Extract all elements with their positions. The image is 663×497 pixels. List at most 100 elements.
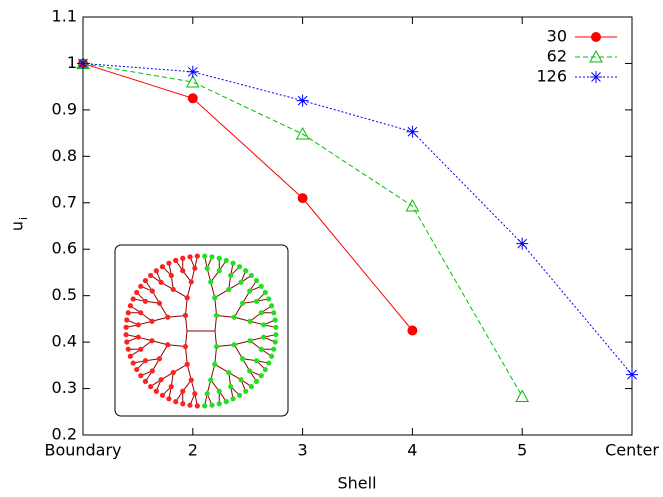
tree-node: [135, 322, 141, 328]
legend-label: 62: [547, 47, 567, 66]
tree-edge: [167, 314, 186, 318]
tree-node: [184, 361, 190, 367]
tree-edge: [186, 281, 192, 298]
tree-node: [134, 289, 140, 296]
tree-edge: [234, 340, 251, 346]
tree-node: [125, 346, 131, 352]
tree-node: [187, 254, 193, 260]
tree-node: [228, 383, 234, 390]
y-tick-label: 0.5: [52, 285, 77, 304]
tree-node: [165, 342, 171, 348]
x-axis-label: Shell: [337, 474, 376, 493]
tree-node: [253, 278, 260, 284]
y-tick-label: 0.7: [52, 192, 77, 211]
tree-node: [253, 298, 260, 304]
series-line: [82, 62, 633, 375]
tree-node: [258, 346, 264, 352]
tree-node: [239, 356, 246, 362]
tree-edge: [233, 302, 244, 318]
tree-node: [135, 334, 141, 340]
tree-node: [166, 260, 172, 266]
tree-node: [138, 373, 144, 379]
tree-node: [269, 303, 275, 309]
tree-node: [182, 343, 189, 350]
tree-node: [158, 279, 164, 285]
tree-node: [182, 312, 189, 319]
point: [405, 198, 420, 212]
legend-label: 126: [536, 67, 567, 86]
legend-label: 30: [547, 27, 567, 46]
tree-node: [209, 402, 215, 408]
point: [186, 65, 199, 78]
tree-node: [153, 388, 159, 394]
tree-edge: [151, 340, 168, 346]
tree-node: [231, 314, 237, 320]
x-tick-label: Boundary: [44, 441, 121, 460]
tree-node: [142, 358, 149, 364]
y-tick-label: 0.3: [52, 378, 77, 397]
plot-frame: [82, 16, 633, 436]
x-tick-label: 5: [517, 441, 527, 460]
tree-node: [142, 278, 149, 284]
tree-node: [273, 332, 279, 338]
y-axis-label: u i: [8, 217, 31, 231]
tree-node: [216, 388, 222, 394]
tree-node: [216, 401, 222, 407]
tree-node: [188, 279, 194, 285]
tree-node: [272, 317, 278, 323]
tree-node: [168, 272, 174, 279]
tree-node: [130, 360, 136, 366]
tree-node: [188, 377, 194, 383]
tree-node: [223, 257, 229, 263]
tree-edge: [214, 288, 230, 299]
tree-edge: [216, 344, 235, 348]
point: [297, 193, 308, 204]
tree-node: [261, 334, 267, 340]
tree-node: [156, 356, 163, 362]
tree-node: [159, 392, 166, 398]
tree-node: [238, 377, 244, 383]
tree-node: [226, 286, 232, 293]
tree-node: [124, 317, 130, 323]
tree-node: [173, 399, 179, 405]
x-tick-label: 3: [298, 441, 308, 460]
tree-node: [208, 279, 214, 285]
tree-edge: [233, 344, 244, 360]
tree-node: [223, 399, 229, 405]
tree-edge: [172, 363, 188, 374]
tree-edge: [151, 316, 168, 322]
tree-node: [194, 253, 200, 259]
tree-node: [187, 402, 193, 408]
tree-node: [262, 289, 268, 296]
tree-edge: [210, 364, 216, 381]
tree-node: [202, 253, 208, 259]
tree-node: [192, 391, 198, 397]
tree-edge: [158, 344, 169, 360]
tree-node: [208, 377, 214, 383]
tree-node: [130, 296, 136, 302]
tree-node: [142, 378, 149, 384]
point: [589, 49, 603, 63]
tree-node: [213, 312, 220, 319]
tree-node: [125, 310, 131, 316]
x-tick-label: 4: [407, 441, 417, 460]
tree-node: [247, 318, 253, 324]
y-axis-label-sub: i: [17, 217, 30, 220]
tree-node: [273, 324, 279, 330]
tree-node: [231, 342, 237, 348]
tree-node: [149, 318, 155, 324]
tree-node: [142, 298, 149, 304]
point: [185, 74, 200, 88]
tree-edge: [184, 315, 188, 332]
tree-node: [236, 392, 243, 398]
series-line: [82, 62, 523, 397]
tree-node: [269, 353, 275, 359]
tree-edge: [210, 281, 216, 298]
tree-node: [170, 286, 176, 293]
tree-node: [248, 383, 254, 390]
tree-node: [253, 378, 260, 384]
tree-node: [156, 300, 163, 306]
tree-node: [213, 343, 220, 350]
tree-node: [212, 361, 218, 367]
tree-node: [138, 310, 144, 316]
